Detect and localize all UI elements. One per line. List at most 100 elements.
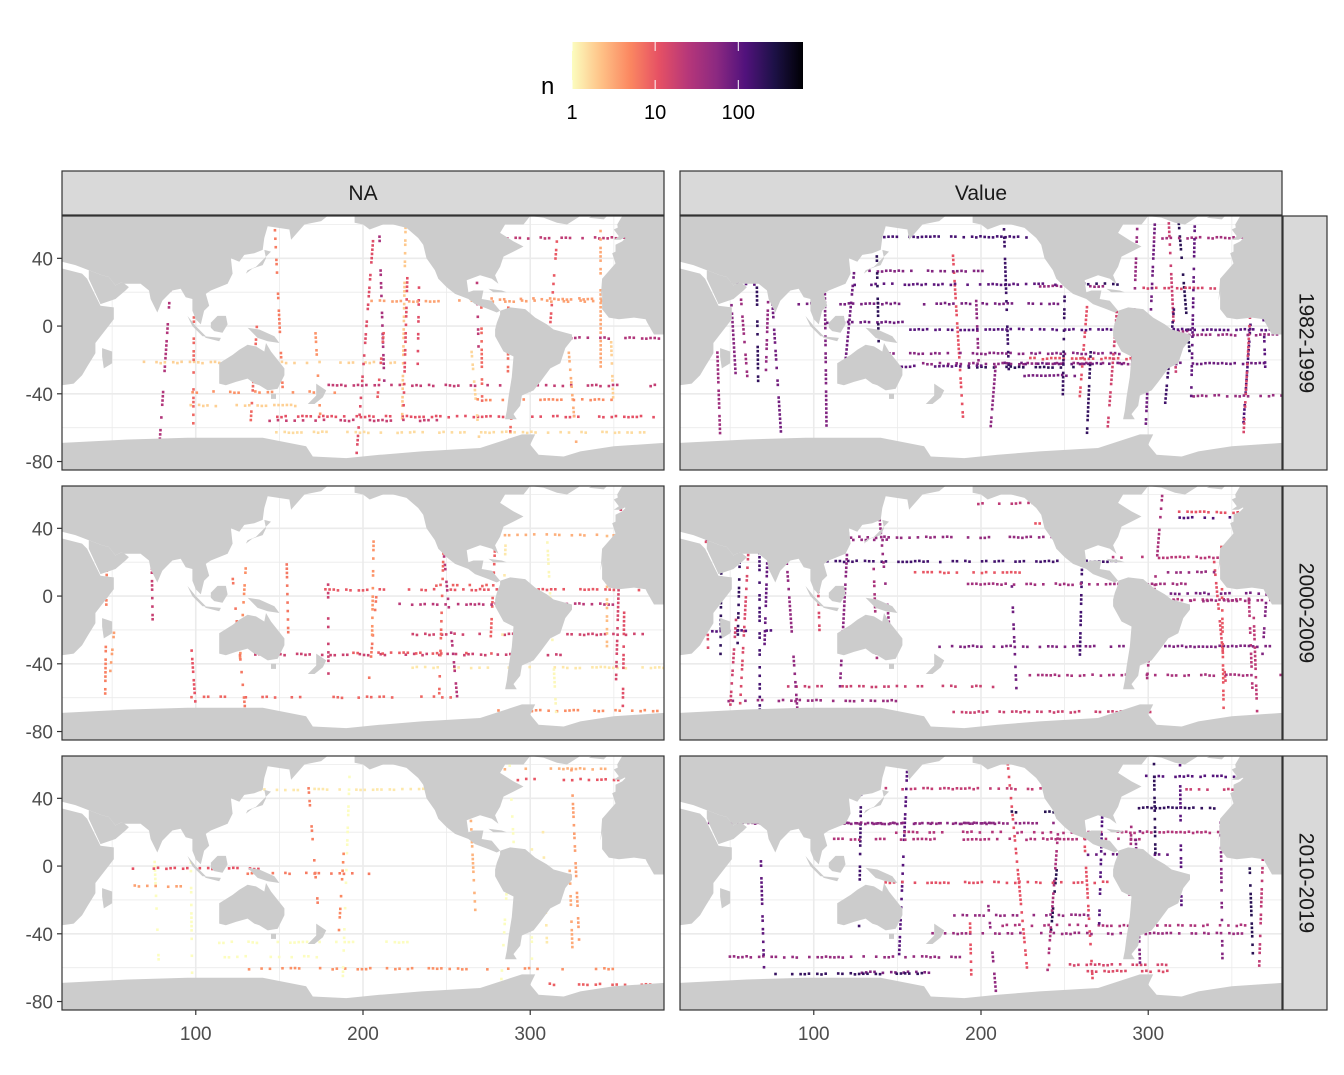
obs-cell (166, 323, 170, 326)
obs-cell (971, 644, 975, 648)
obs-cell (530, 940, 534, 944)
obs-cell (1048, 374, 1051, 377)
obs-cell (305, 361, 309, 365)
land-polygon (354, 756, 531, 853)
obs-cell (1041, 831, 1044, 835)
obs-cell (622, 615, 626, 619)
obs-cell (912, 822, 916, 826)
obs-cell (1157, 932, 1160, 935)
obs-cell (995, 283, 999, 286)
obs-cell (363, 341, 367, 345)
obs-cell (704, 540, 708, 544)
obs-cell (616, 666, 619, 670)
obs-cell (1153, 227, 1156, 231)
obs-cell (1189, 788, 1193, 791)
obs-cell (954, 305, 958, 308)
obs-cell (1242, 430, 1245, 434)
obs-cell (1176, 328, 1180, 331)
obs-cell (1047, 923, 1050, 927)
obs-cell (917, 352, 920, 356)
obs-cell (622, 624, 626, 627)
obs-cell (947, 302, 951, 306)
obs-cell (555, 240, 559, 243)
obs-cell (789, 621, 793, 625)
obs-cell (1086, 418, 1089, 422)
obs-cell (955, 362, 958, 365)
obs-cell (577, 925, 580, 929)
obs-cell (909, 328, 912, 331)
obs-cell (530, 848, 534, 851)
obs-cell (786, 575, 790, 578)
obs-cell (1204, 570, 1207, 573)
obs-cell (276, 415, 279, 419)
obs-cell (1179, 361, 1182, 365)
obs-cell (970, 685, 974, 688)
obs-cell (572, 406, 575, 410)
obs-cell (317, 787, 321, 791)
obs-cell (1094, 970, 1098, 973)
obs-cell (411, 666, 414, 670)
obs-cell (497, 415, 501, 418)
x-axis: 100 200 300 (180, 1010, 546, 1045)
obs-cell (1168, 234, 1171, 238)
obs-cell (1096, 583, 1099, 586)
obs-cell (1225, 673, 1228, 677)
obs-cell (453, 669, 457, 673)
obs-cell (104, 679, 107, 683)
obs-cell (1080, 362, 1084, 366)
obs-cell (344, 881, 348, 885)
obs-cell (1221, 672, 1225, 676)
obs-cell (1257, 964, 1261, 967)
obs-cell (442, 555, 446, 558)
obs-cell (167, 301, 171, 305)
obs-cell (1076, 644, 1079, 648)
obs-cell (924, 235, 928, 238)
obs-cell (554, 697, 557, 701)
obs-cell (372, 544, 375, 548)
obs-cell (1244, 391, 1247, 394)
obs-cell (341, 653, 345, 657)
obs-cell (167, 306, 171, 309)
obs-cell (1165, 388, 1168, 392)
obs-cell (342, 415, 346, 418)
obs-cell (471, 652, 475, 656)
obs-cell (1108, 582, 1112, 586)
obs-cell (317, 871, 321, 875)
obs-cell (858, 873, 862, 877)
obs-cell (367, 676, 371, 680)
obs-cell (161, 390, 165, 394)
obs-cell (967, 364, 970, 368)
obs-cell (579, 587, 582, 591)
obs-cell (439, 649, 442, 653)
obs-cell (763, 634, 767, 637)
obs-cell (338, 871, 342, 875)
obs-cell (270, 390, 274, 394)
obs-cell (343, 967, 347, 970)
obs-cell (886, 611, 890, 615)
obs-cell (295, 431, 299, 434)
obs-cell (1043, 924, 1046, 927)
land-polygon (720, 348, 731, 369)
obs-cell (839, 663, 843, 667)
obs-cell (939, 821, 942, 825)
obs-cell (958, 955, 962, 959)
obs-cell (1223, 675, 1227, 678)
obs-cell (521, 430, 525, 434)
obs-cell (1062, 582, 1066, 586)
obs-cell (151, 605, 154, 608)
obs-cell (371, 616, 374, 620)
obs-cell (891, 955, 895, 958)
obs-cell (1089, 284, 1092, 288)
obs-cell (1152, 779, 1156, 783)
obs-cell (223, 955, 227, 959)
obs-cell (1191, 301, 1195, 305)
obs-cell (1241, 674, 1245, 677)
obs-cell (508, 300, 511, 303)
obs-cell (937, 283, 940, 287)
obs-cell (549, 587, 553, 591)
legend-ticks: 1 10 100 (566, 42, 755, 124)
obs-cell (743, 340, 746, 344)
obs-cell (553, 680, 556, 684)
obs-cell (578, 633, 582, 636)
obs-cell (1104, 837, 1108, 841)
